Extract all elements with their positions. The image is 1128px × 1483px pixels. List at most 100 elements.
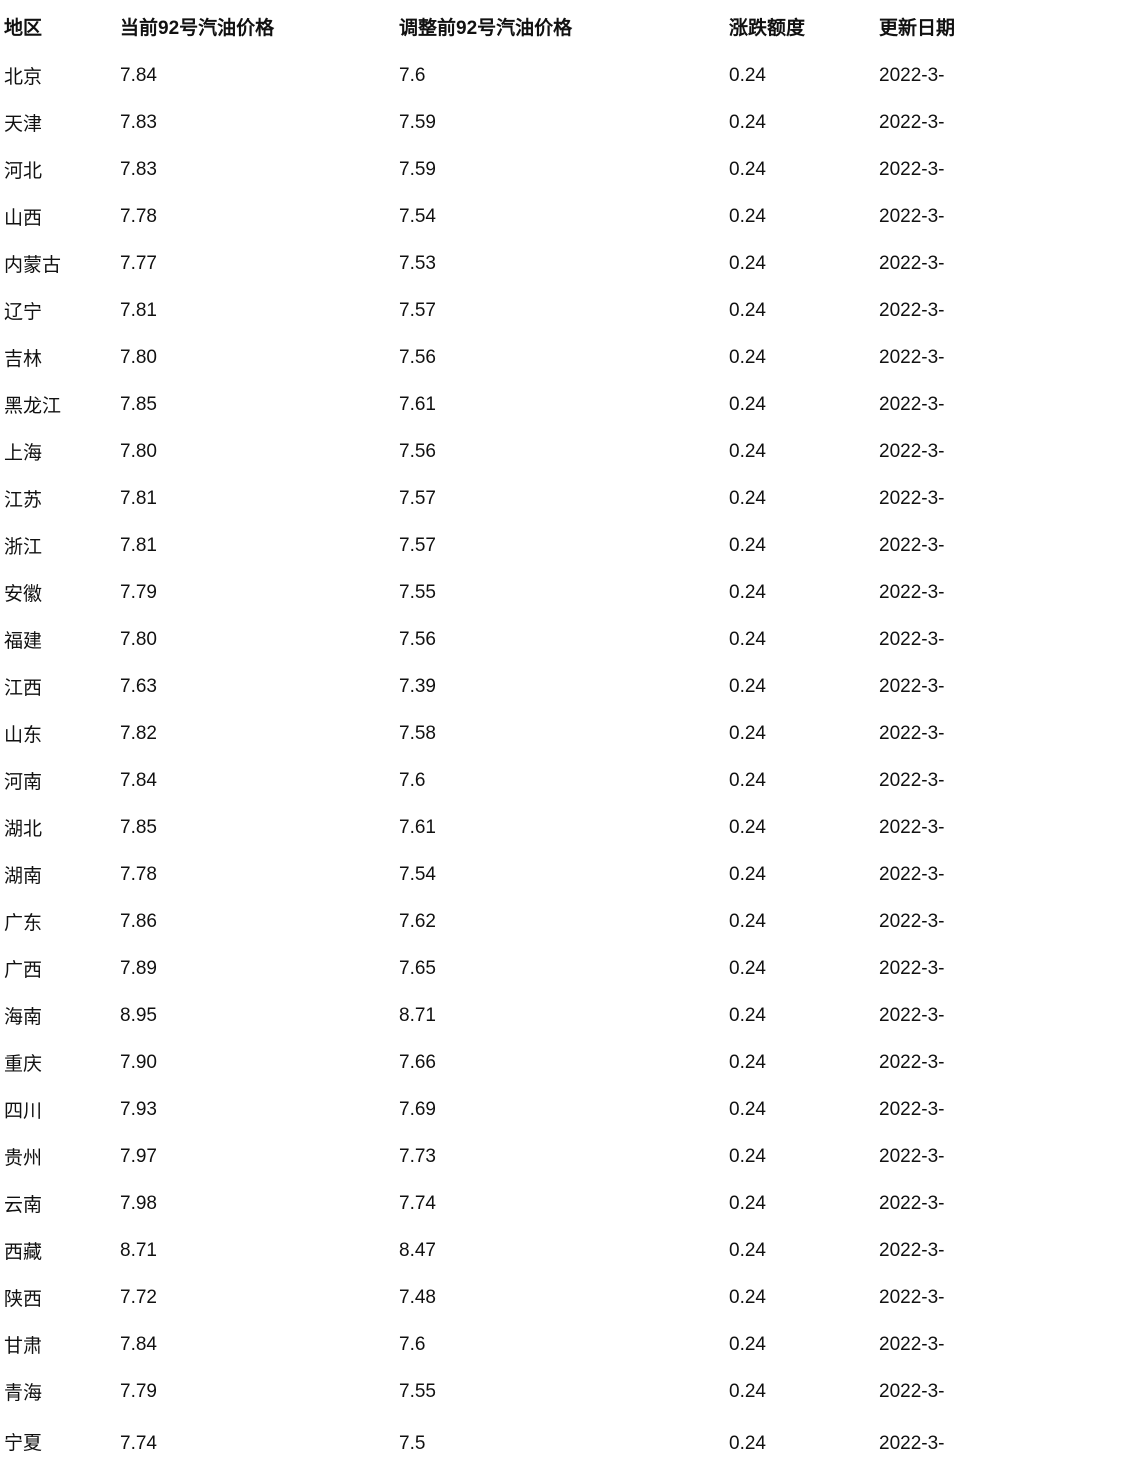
table-row: 浙江7.817.570.242022-3- <box>0 522 1128 569</box>
table-cell: 0.24 <box>725 287 875 334</box>
table-cell: 2022-3- <box>875 240 1128 287</box>
table-cell: 2022-3- <box>875 475 1128 522</box>
table-row: 广西7.897.650.242022-3- <box>0 945 1128 992</box>
table-cell: 7.53 <box>395 240 725 287</box>
table-row: 陕西7.727.480.242022-3- <box>0 1274 1128 1321</box>
table-cell: 7.89 <box>116 945 395 992</box>
table-row: 贵州7.977.730.242022-3- <box>0 1133 1128 1180</box>
table-cell: 7.80 <box>116 616 395 663</box>
table-cell: 7.59 <box>395 99 725 146</box>
table-cell: 0.24 <box>725 475 875 522</box>
table-cell: 2022-3- <box>875 1321 1128 1368</box>
table-cell: 7.79 <box>116 569 395 616</box>
table-row: 重庆7.907.660.242022-3- <box>0 1039 1128 1086</box>
table-cell: 0.24 <box>725 757 875 804</box>
table-cell: 0.24 <box>725 1180 875 1227</box>
table-cell: 0.24 <box>725 1368 875 1415</box>
table-cell: 0.24 <box>725 52 875 99</box>
table-cell: 2022-3- <box>875 193 1128 240</box>
table-cell: 7.48 <box>395 1274 725 1321</box>
table-row: 四川7.937.690.242022-3- <box>0 1086 1128 1133</box>
table-cell: 7.57 <box>395 475 725 522</box>
table-cell: 7.6 <box>395 52 725 99</box>
table-cell: 7.73 <box>395 1133 725 1180</box>
table-cell: 7.57 <box>395 522 725 569</box>
table-cell: 海南 <box>0 992 116 1039</box>
table-cell: 7.56 <box>395 616 725 663</box>
table-row: 江西7.637.390.242022-3- <box>0 663 1128 710</box>
table-cell: 广东 <box>0 898 116 945</box>
table-cell: 7.86 <box>116 898 395 945</box>
table-cell: 北京 <box>0 52 116 99</box>
table-cell: 2022-3- <box>875 851 1128 898</box>
table-cell: 2022-3- <box>875 992 1128 1039</box>
table-cell: 云南 <box>0 1180 116 1227</box>
table-cell: 7.81 <box>116 475 395 522</box>
table-cell: 河北 <box>0 146 116 193</box>
table-cell: 2022-3- <box>875 663 1128 710</box>
table-cell: 7.6 <box>395 1321 725 1368</box>
table-cell: 7.54 <box>395 851 725 898</box>
table-row: 黑龙江7.857.610.242022-3- <box>0 381 1128 428</box>
table-cell: 2022-3- <box>875 1039 1128 1086</box>
table-body: 北京7.847.60.242022-3-天津7.837.590.242022-3… <box>0 52 1128 1455</box>
table-cell: 0.24 <box>725 193 875 240</box>
table-cell: 7.5 <box>395 1415 725 1455</box>
table-cell: 陕西 <box>0 1274 116 1321</box>
table-cell: 7.55 <box>395 569 725 616</box>
table-cell: 7.84 <box>116 52 395 99</box>
table-cell: 2022-3- <box>875 381 1128 428</box>
table-row: 甘肃7.847.60.242022-3- <box>0 1321 1128 1368</box>
table-row: 上海7.807.560.242022-3- <box>0 428 1128 475</box>
table-row: 湖南7.787.540.242022-3- <box>0 851 1128 898</box>
table-cell: 7.85 <box>116 381 395 428</box>
table-cell: 7.62 <box>395 898 725 945</box>
table-cell: 2022-3- <box>875 1227 1128 1274</box>
table-row: 河北7.837.590.242022-3- <box>0 146 1128 193</box>
table-row: 宁夏7.747.50.242022-3- <box>0 1415 1128 1455</box>
table-cell: 2022-3- <box>875 1133 1128 1180</box>
table-cell: 0.24 <box>725 522 875 569</box>
table-cell: 安徽 <box>0 569 116 616</box>
table-cell: 0.24 <box>725 616 875 663</box>
table-cell: 内蒙古 <box>0 240 116 287</box>
table-cell: 0.24 <box>725 663 875 710</box>
table-cell: 7.80 <box>116 428 395 475</box>
table-cell: 0.24 <box>725 851 875 898</box>
table-cell: 2022-3- <box>875 569 1128 616</box>
col-previous: 调整前92号汽油价格 <box>395 0 725 52</box>
table-cell: 浙江 <box>0 522 116 569</box>
table-cell: 7.79 <box>116 1368 395 1415</box>
table-row: 安徽7.797.550.242022-3- <box>0 569 1128 616</box>
table-cell: 2022-3- <box>875 1368 1128 1415</box>
table-cell: 天津 <box>0 99 116 146</box>
table-row: 广东7.867.620.242022-3- <box>0 898 1128 945</box>
table-cell: 7.58 <box>395 710 725 757</box>
table-cell: 8.71 <box>116 1227 395 1274</box>
table-cell: 7.61 <box>395 804 725 851</box>
table-cell: 0.24 <box>725 569 875 616</box>
table-cell: 2022-3- <box>875 1086 1128 1133</box>
table-cell: 2022-3- <box>875 1415 1128 1455</box>
table-cell: 四川 <box>0 1086 116 1133</box>
table-cell: 7.54 <box>395 193 725 240</box>
table-cell: 8.47 <box>395 1227 725 1274</box>
table-row: 内蒙古7.777.530.242022-3- <box>0 240 1128 287</box>
table-cell: 7.59 <box>395 146 725 193</box>
col-region: 地区 <box>0 0 116 52</box>
table-row: 海南8.958.710.242022-3- <box>0 992 1128 1039</box>
table-cell: 西藏 <box>0 1227 116 1274</box>
table-cell: 7.55 <box>395 1368 725 1415</box>
table-row: 山西7.787.540.242022-3- <box>0 193 1128 240</box>
table-row: 江苏7.817.570.242022-3- <box>0 475 1128 522</box>
table-cell: 0.24 <box>725 898 875 945</box>
table-cell: 0.24 <box>725 428 875 475</box>
table-cell: 7.80 <box>116 334 395 381</box>
table-cell: 7.56 <box>395 428 725 475</box>
table-cell: 0.24 <box>725 1321 875 1368</box>
table-cell: 山东 <box>0 710 116 757</box>
table-cell: 7.82 <box>116 710 395 757</box>
table-cell: 7.72 <box>116 1274 395 1321</box>
table-cell: 0.24 <box>725 99 875 146</box>
table-cell: 2022-3- <box>875 898 1128 945</box>
